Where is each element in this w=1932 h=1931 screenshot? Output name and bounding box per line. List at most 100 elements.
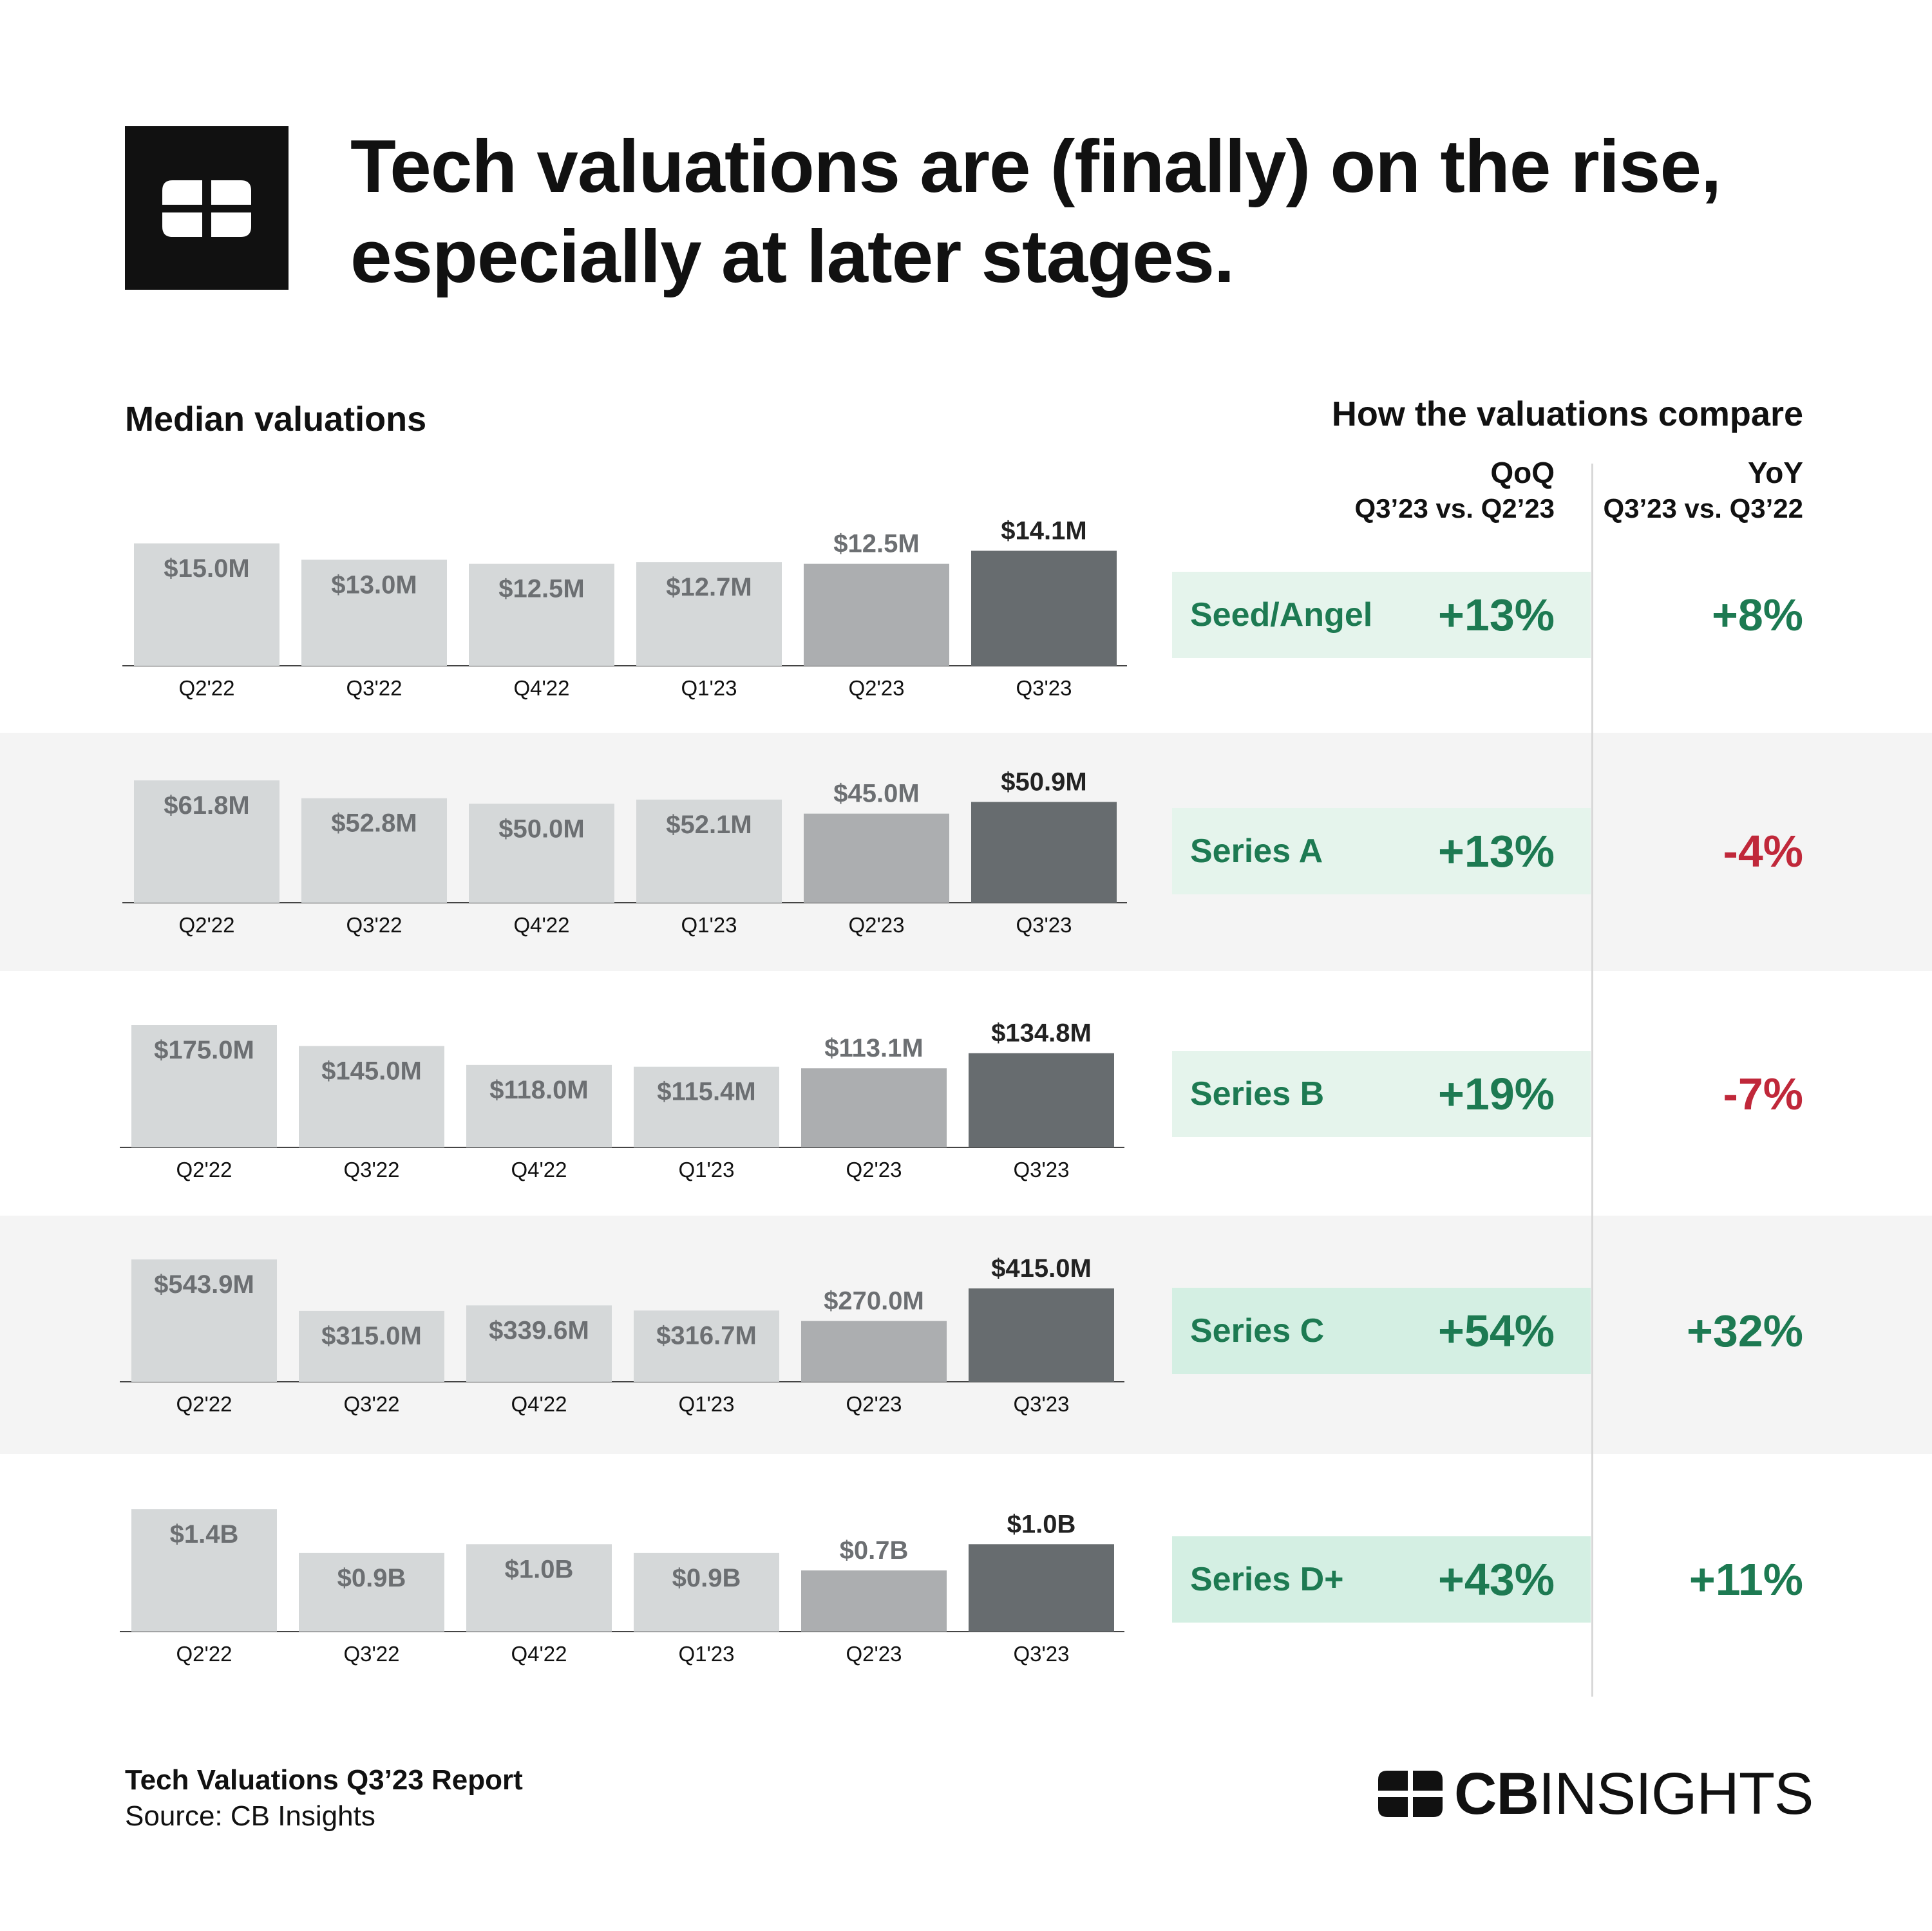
qoq-column-header: QoQ Q3’23 vs. Q2’23 [1354,455,1555,527]
yoy-column-header: YoY Q3’23 vs. Q3’22 [1603,455,1803,527]
qoq-value: +13% [1438,826,1555,876]
value-label: $50.9M [1001,768,1086,796]
bar-Q3'22 [299,1046,444,1147]
compare-box-series-c: Series C +54% [1172,1288,1591,1374]
value-label: $14.1M [1001,516,1086,545]
value-label: $0.7B [840,1536,909,1565]
bar-Q2'22 [131,1509,277,1632]
value-label: $61.8M [164,791,249,820]
value-label: $50.0M [498,815,584,843]
x-tick-label: Q2'23 [846,1642,902,1666]
x-tick-label: Q4'22 [513,913,569,937]
qoq-label: QoQ [1490,456,1555,489]
cb-insights-logo-icon [1378,1771,1443,1817]
x-tick-label: Q3'23 [1013,1158,1069,1182]
x-tick-label: Q3'23 [1013,1642,1069,1666]
bar-Q2'23 [801,1321,947,1382]
chart-series-d-plus: $1.4B Q2'22 $0.9B Q3'22 $1.0B Q4'22 $0.9B Q1'23… [120,1509,1124,1666]
value-label: $339.6M [489,1316,589,1344]
bar-Q1'23 [634,1552,779,1632]
value-label: $415.0M [991,1254,1092,1283]
title-line-1: Tech valuations are (finally) on the ris… [350,124,1721,208]
x-tick-label: Q1'23 [678,1642,734,1666]
bar-Q4'22 [466,1305,612,1382]
value-label: $175.0M [154,1036,254,1064]
qoq-value: +43% [1438,1554,1555,1605]
yoy-value: +11% [1689,1554,1803,1605]
x-tick-label: Q3'22 [346,913,402,937]
yoy-value: +8% [1711,590,1803,640]
value-label: $12.5M [498,575,584,603]
x-tick-label: Q3'23 [1013,1392,1069,1416]
x-tick-label: Q2'23 [846,1158,902,1182]
stage-label: Series B [1190,1075,1325,1113]
bar-Q1'23 [636,562,782,666]
yoy-value: +32% [1687,1306,1803,1356]
bar-Q4'22 [466,1544,612,1632]
value-label: $1.4B [170,1520,239,1549]
brand-light: INSIGHTS [1538,1761,1814,1827]
bar-Q3'22 [299,1310,444,1382]
stage-label: Series A [1190,833,1323,870]
value-label: $52.1M [666,811,752,839]
logo-mark-icon [162,180,251,237]
value-label: $1.0B [505,1555,574,1583]
x-tick-label: Q2'22 [176,1158,232,1182]
bar-Q4'22 [469,804,614,903]
value-label: $118.0M [489,1076,588,1104]
bar-Q1'23 [634,1066,779,1147]
bar-Q3'23 [971,551,1117,666]
bar-Q2'23 [801,1068,947,1147]
value-label: $12.5M [833,530,919,558]
bar-Q3'23 [969,1288,1114,1382]
x-tick-label: Q2'23 [848,913,904,937]
bar-Q2'22 [131,1259,277,1382]
brand-wordmark: CBINSIGHTS [1454,1764,1814,1823]
value-label: $543.9M [154,1270,254,1299]
x-tick-label: Q1'23 [681,913,737,937]
bar-Q3'22 [301,798,447,903]
x-tick-label: Q4'22 [513,676,569,700]
value-label: $0.9B [672,1564,741,1592]
value-label: $145.0M [321,1057,422,1086]
chart-seed-angel: $15.0M Q2'22 $13.0M Q3'22 $12.5M Q4'22 $12.7M Q… [122,516,1127,700]
x-tick-label: Q2'22 [176,1642,232,1666]
value-label: $1.0B [1007,1510,1076,1538]
bar-Q1'23 [634,1310,779,1382]
bar-Q2'22 [134,543,279,666]
page-title: Tech valuations are (finally) on the ris… [350,121,1832,301]
chart-series-a: $61.8M Q2'22 $52.8M Q3'22 $50.0M Q4'22 $52.1M Q… [122,768,1127,937]
value-label: $13.0M [331,570,417,599]
brand-bold: CB [1454,1761,1539,1827]
bar-Q2'23 [801,1570,947,1632]
value-label: $15.0M [164,554,249,583]
title-line-2: especially at later stages. [350,214,1235,298]
bar-Q3'22 [301,560,447,666]
compare-box-seed-angel: Seed/Angel +13% [1172,572,1591,658]
stage-label: Seed/Angel [1190,596,1373,634]
bar-Q3'23 [969,1544,1114,1632]
qoq-value: +13% [1438,590,1555,640]
qoq-value: +54% [1438,1306,1555,1356]
bar-Q2'22 [131,1025,277,1147]
x-tick-label: Q2'22 [176,1392,232,1416]
yoy-sublabel: Q3’23 vs. Q3’22 [1603,493,1803,523]
bar-Q4'22 [469,563,614,666]
bar-Q2'23 [804,813,949,903]
value-label: $115.4M [657,1078,755,1106]
value-label: $12.7M [666,573,752,601]
yoy-value: -4% [1723,826,1803,876]
compare-box-series-b: Series B +19% [1172,1051,1591,1137]
x-tick-label: Q3'22 [343,1158,399,1182]
median-valuations-heading: Median valuations [125,400,427,438]
bar-Q3'22 [299,1552,444,1632]
x-tick-label: Q2'23 [848,676,904,700]
x-tick-label: Q2'23 [846,1392,902,1416]
bar-Q3'23 [971,802,1117,903]
yoy-label: YoY [1747,456,1803,489]
x-tick-label: Q4'22 [511,1158,567,1182]
x-tick-label: Q3'23 [1016,913,1072,937]
chart-series-c: $543.9M Q2'22 $315.0M Q3'22 $339.6M Q4'22 $316… [120,1254,1124,1416]
x-tick-label: Q1'23 [681,676,737,700]
compare-box-series-a: Series A +13% [1172,808,1591,894]
